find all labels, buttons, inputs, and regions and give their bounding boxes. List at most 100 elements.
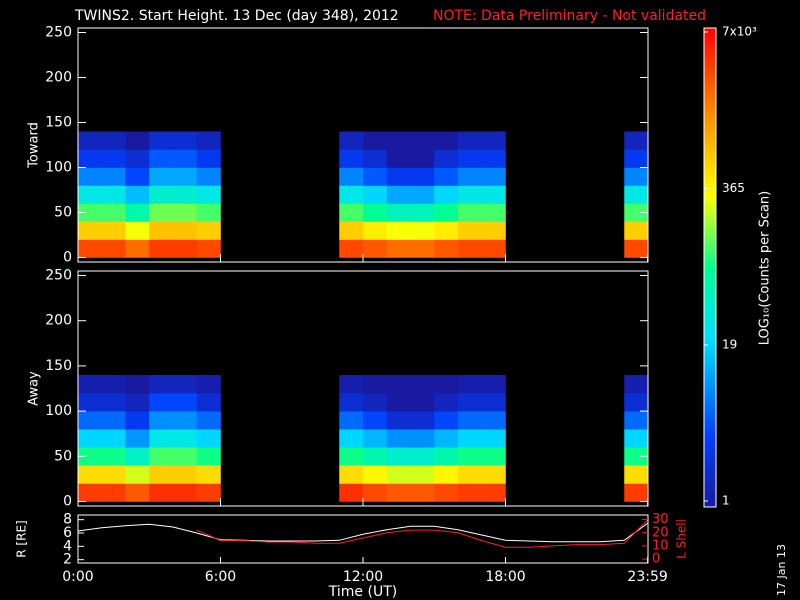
heatmap-cell [434, 221, 459, 240]
y-tick-label: 0 [63, 250, 72, 266]
colorbar-tick-label: 1 [722, 494, 730, 508]
heatmap-cell [78, 393, 103, 412]
heatmap-cell [339, 185, 364, 204]
heatmap-cell [125, 411, 150, 430]
y2-tick-label: 10 [652, 538, 669, 553]
heatmap-cell [386, 374, 411, 394]
panel-frame [77, 514, 649, 564]
heatmap-cell [149, 131, 174, 150]
heatmap-cell [434, 203, 459, 222]
heatmap-cell [173, 374, 198, 394]
heatmap-cell [481, 465, 506, 484]
heatmap-cell [149, 374, 174, 394]
heatmap-cell [386, 221, 411, 240]
heatmap-cell [458, 185, 483, 204]
heatmap-cell [101, 131, 126, 150]
heatmap-cell [149, 429, 174, 448]
heatmap-cell [78, 465, 103, 484]
y-tick-label: 2 [63, 552, 72, 568]
heatmap-cell [410, 447, 435, 466]
heatmap-cell [149, 221, 174, 240]
heatmap-cell [481, 447, 506, 466]
heatmap-cell [434, 185, 459, 204]
heatmap-cell [386, 203, 411, 222]
heatmap-cell [125, 149, 150, 168]
y2-axis-label: L Shell [675, 519, 689, 559]
heatmap-cell [624, 447, 649, 466]
y2-tick-label: 0 [652, 552, 660, 567]
heatmap-cell [101, 465, 126, 484]
heatmap-cell [624, 203, 649, 222]
heatmap-cell [386, 131, 411, 150]
y-axis-label: Toward [27, 122, 42, 169]
heatmap-cell [458, 483, 483, 502]
heatmap-cell [101, 167, 126, 186]
heatmap-cell [149, 239, 174, 258]
heatmap-cell [196, 131, 221, 150]
heatmap-cell [173, 393, 198, 412]
colorbar-tick-label: 19 [722, 338, 737, 352]
heatmap-cell [125, 167, 150, 186]
heatmap-cell [363, 149, 388, 168]
y-tick-label: 100 [45, 160, 72, 176]
heatmap-cell [125, 447, 150, 466]
heatmap-cell [78, 447, 103, 466]
heatmap-cell [196, 483, 221, 502]
heatmap-cell [339, 447, 364, 466]
heatmap-cell [458, 131, 483, 150]
heatmap-cell [458, 374, 483, 394]
heatmap-cell [196, 149, 221, 168]
colorbar [703, 27, 717, 508]
heatmap-cell [196, 221, 221, 240]
heatmap-cell [101, 429, 126, 448]
heatmap-cell [410, 411, 435, 430]
y-tick-label: 4 [63, 538, 72, 554]
heatmap-cell [149, 411, 174, 430]
heatmap-cell [196, 167, 221, 186]
heatmap-cell [339, 203, 364, 222]
heatmap-cell [624, 465, 649, 484]
heatmap-cell [173, 447, 198, 466]
heatmap-cell [173, 221, 198, 240]
heatmap-cell [410, 429, 435, 448]
heatmap-cell [410, 221, 435, 240]
heatmap-cell [434, 483, 459, 502]
heatmap-cell [78, 239, 103, 258]
heatmap-cell [434, 411, 459, 430]
heatmap-cell [101, 185, 126, 204]
heatmap-cell [624, 393, 649, 412]
heatmap-cell [363, 221, 388, 240]
heatmap-cell [481, 374, 506, 394]
heatmap-cell [78, 203, 103, 222]
heatmap-cell [149, 203, 174, 222]
heatmap-cell [481, 203, 506, 222]
heatmap-cell [434, 429, 459, 448]
heatmap-cell [101, 239, 126, 258]
heatmap-cell [173, 429, 198, 448]
heatmap-cell [125, 239, 150, 258]
heatmap-cell [434, 465, 459, 484]
y-tick-label: 100 [45, 403, 72, 419]
heatmap-cell [410, 465, 435, 484]
heatmap-cell [78, 411, 103, 430]
heatmap-cell [363, 239, 388, 258]
heatmap-cell [481, 185, 506, 204]
heatmap-cell [101, 393, 126, 412]
heatmap-cell [386, 483, 411, 502]
heatmap-cell [125, 203, 150, 222]
heatmap-cell [339, 221, 364, 240]
heatmap-cell [386, 447, 411, 466]
heatmap-cell [458, 465, 483, 484]
heatmap-cell [458, 149, 483, 168]
heatmap-cell [481, 411, 506, 430]
heatmap-cell [434, 131, 459, 150]
heatmap-cell [481, 221, 506, 240]
heatmap-cell [196, 465, 221, 484]
y-tick-label: 8 [63, 512, 72, 528]
heatmap-cell [101, 447, 126, 466]
heatmap-cell [481, 131, 506, 150]
heatmap-cell [78, 185, 103, 204]
chart-title: TWINS2. Start Height. 13 Dec (day 348), … [74, 8, 399, 24]
heatmap-cell [458, 239, 483, 258]
heatmap-cell [196, 411, 221, 430]
